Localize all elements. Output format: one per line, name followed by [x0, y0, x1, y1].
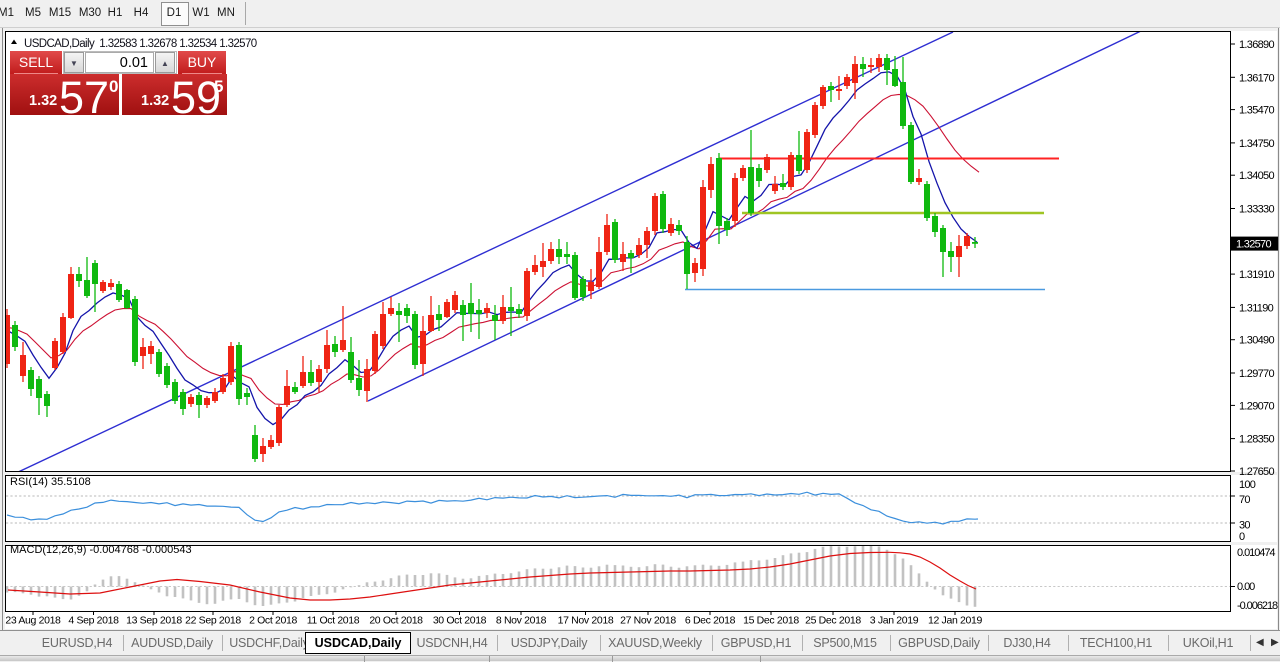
- svg-text:20 Oct 2018: 20 Oct 2018: [369, 615, 423, 627]
- svg-text:0.00: 0.00: [1237, 581, 1255, 593]
- svg-text:4 Sep 2018: 4 Sep 2018: [68, 615, 119, 627]
- svg-text:8 Nov 2018: 8 Nov 2018: [496, 615, 547, 627]
- svg-text:1.33330: 1.33330: [1239, 204, 1274, 216]
- svg-text:1.32570: 1.32570: [1236, 239, 1271, 251]
- svg-text:2 Oct 2018: 2 Oct 2018: [249, 615, 297, 627]
- svg-text:27 Nov 2018: 27 Nov 2018: [620, 615, 676, 627]
- svg-text:USDCAD,Daily 1.32583 1.32678: USDCAD,Daily 1.32583 1.32678 1.32534 1.3…: [24, 38, 257, 50]
- svg-text:3 Jan 2019: 3 Jan 2019: [870, 615, 919, 627]
- svg-text:100: 100: [1239, 479, 1256, 491]
- svg-text:1.27650: 1.27650: [1239, 466, 1274, 478]
- svg-text:13 Sep 2018: 13 Sep 2018: [126, 615, 182, 627]
- svg-text:15 Dec 2018: 15 Dec 2018: [743, 615, 799, 627]
- svg-text:1.34750: 1.34750: [1239, 138, 1274, 150]
- svg-text:1.28350: 1.28350: [1239, 434, 1274, 446]
- svg-text:0: 0: [1239, 531, 1245, 543]
- svg-text:11 Oct 2018: 11 Oct 2018: [307, 615, 360, 627]
- svg-text:1.36890: 1.36890: [1239, 39, 1274, 51]
- svg-text:MACD(12,26,9) -0.004768 -0.000: MACD(12,26,9) -0.004768 -0.000543: [10, 544, 192, 556]
- svg-text:1.31190: 1.31190: [1239, 302, 1274, 314]
- svg-text:30: 30: [1239, 520, 1250, 532]
- svg-text:17 Nov 2018: 17 Nov 2018: [558, 615, 614, 627]
- svg-text:1.34050: 1.34050: [1239, 170, 1274, 182]
- svg-text:23 Aug 2018: 23 Aug 2018: [5, 615, 61, 627]
- svg-text:25 Dec 2018: 25 Dec 2018: [805, 615, 861, 627]
- svg-text:1.30490: 1.30490: [1239, 335, 1274, 347]
- svg-text:6 Dec 2018: 6 Dec 2018: [685, 615, 736, 627]
- svg-text:1.31910: 1.31910: [1239, 269, 1274, 281]
- svg-text:22 Sep 2018: 22 Sep 2018: [185, 615, 241, 627]
- svg-text:0.010474: 0.010474: [1237, 547, 1275, 559]
- svg-text:1.29770: 1.29770: [1239, 368, 1274, 380]
- svg-text:1.35470: 1.35470: [1239, 105, 1274, 117]
- svg-text:30 Oct 2018: 30 Oct 2018: [433, 615, 487, 627]
- svg-text:1.36170: 1.36170: [1239, 72, 1274, 84]
- svg-text:1.29070: 1.29070: [1239, 400, 1274, 412]
- svg-text:12 Jan 2019: 12 Jan 2019: [928, 615, 982, 627]
- svg-text:70: 70: [1239, 494, 1250, 506]
- svg-text:RSI(14) 35.5108: RSI(14) 35.5108: [10, 476, 91, 488]
- svg-text:-0.006218: -0.006218: [1237, 600, 1278, 612]
